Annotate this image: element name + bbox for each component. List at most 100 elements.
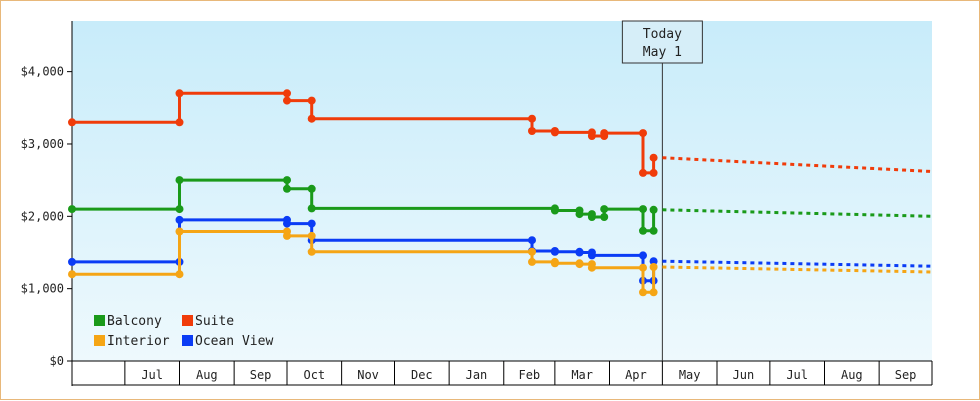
- x-tick-label: Nov: [357, 368, 379, 382]
- data-point: [639, 226, 647, 235]
- data-point: [283, 96, 291, 105]
- data-point: [175, 270, 184, 279]
- y-tick-label: $4,000: [21, 65, 64, 79]
- series-balcony: [68, 176, 933, 235]
- data-point: [600, 129, 609, 138]
- x-tick-label: Dec: [411, 368, 433, 382]
- data-point: [649, 153, 658, 162]
- y-tick-label: $2,000: [21, 209, 64, 223]
- data-point: [550, 259, 559, 268]
- today-box: [621, 20, 703, 64]
- x-tick-label: Mar: [571, 368, 593, 382]
- legend-label-balcony: Balcony: [107, 314, 162, 329]
- data-point: [307, 219, 316, 228]
- legend-label-ocean-view: Ocean View: [195, 334, 273, 349]
- data-point: [175, 176, 184, 185]
- data-point: [649, 168, 658, 177]
- today-marker: Today May 1: [621, 20, 703, 361]
- data-point: [175, 118, 184, 127]
- y-tick-label: $3,000: [21, 137, 64, 151]
- data-point: [649, 226, 658, 235]
- data-point: [528, 247, 536, 256]
- x-tick-label: Aug: [841, 368, 863, 382]
- y-tick-label: $0: [50, 354, 64, 368]
- data-point: [639, 251, 647, 260]
- x-tick-label: May: [679, 368, 701, 382]
- data-point: [639, 168, 647, 177]
- today-label: Today: [643, 27, 682, 42]
- x-tick-label: Feb: [518, 368, 540, 382]
- series-forecast-ocean-view: [662, 259, 933, 268]
- series-forecast-suite: [662, 156, 933, 173]
- data-point: [68, 205, 76, 214]
- data-point: [307, 204, 316, 213]
- data-point: [175, 205, 184, 214]
- legend-swatch-balcony: [94, 315, 105, 326]
- data-point: [307, 184, 316, 193]
- data-point: [283, 176, 291, 185]
- data-point: [307, 247, 316, 256]
- data-point: [587, 263, 596, 272]
- legend-swatch-suite: [182, 315, 193, 326]
- data-point: [283, 184, 291, 193]
- series-interior: [68, 227, 933, 297]
- x-tick-label: Jul: [786, 368, 808, 382]
- data-point: [550, 247, 559, 256]
- data-point: [550, 128, 559, 137]
- data-point: [307, 96, 316, 105]
- series-forecast-interior: [662, 265, 933, 274]
- data-point: [307, 114, 316, 123]
- series-suite: [68, 89, 933, 177]
- data-point: [283, 231, 291, 240]
- data-point: [575, 260, 584, 269]
- legend-label-suite: Suite: [195, 314, 234, 329]
- today-date: May 1: [643, 45, 682, 60]
- data-point: [175, 227, 184, 236]
- x-tick-label: Oct: [303, 368, 325, 382]
- data-point: [649, 263, 658, 271]
- data-point: [649, 288, 658, 297]
- axes: $0 $1,000 $2,000 $3,000 $4,000 Jul Aug Sep Oct No…: [21, 21, 933, 386]
- data-point: [283, 219, 291, 228]
- data-point: [649, 205, 658, 214]
- data-point: [649, 257, 658, 266]
- x-tick-label: Aug: [196, 368, 218, 382]
- y-tick-label: $1,000: [21, 282, 64, 296]
- data-point: [575, 210, 584, 219]
- x-tick-label: Sep: [895, 368, 917, 382]
- data-point: [68, 118, 76, 127]
- series-layer: [68, 89, 933, 297]
- data-point: [639, 129, 647, 138]
- data-point: [307, 231, 316, 240]
- data-point: [575, 248, 584, 257]
- data-point: [528, 127, 536, 135]
- data-point: [600, 205, 609, 214]
- x-tick-label: Apr: [625, 368, 647, 382]
- legend-label-interior: Interior: [107, 334, 170, 349]
- legend-swatch-interior: [94, 335, 105, 346]
- x-tick-label: Jul: [141, 368, 163, 382]
- legend-swatch-ocean-view: [182, 335, 193, 346]
- data-point: [68, 270, 76, 279]
- data-point: [283, 89, 291, 98]
- plot-background: [72, 21, 932, 361]
- data-point: [587, 132, 596, 140]
- data-point: [639, 263, 647, 272]
- data-point: [639, 288, 647, 297]
- legend: Balcony Suite Interior Ocean View: [94, 314, 273, 349]
- data-point: [639, 205, 647, 214]
- data-point: [68, 257, 76, 266]
- data-point: [587, 213, 596, 221]
- data-point: [587, 251, 596, 260]
- data-point: [175, 215, 184, 224]
- data-point: [528, 236, 536, 245]
- data-point: [600, 213, 609, 221]
- data-point: [550, 206, 559, 215]
- x-tick-label: Jun: [733, 368, 755, 382]
- data-point: [175, 89, 184, 98]
- series-forecast-balcony: [662, 208, 933, 218]
- data-point: [528, 114, 536, 123]
- x-tick-label: Sep: [250, 368, 272, 382]
